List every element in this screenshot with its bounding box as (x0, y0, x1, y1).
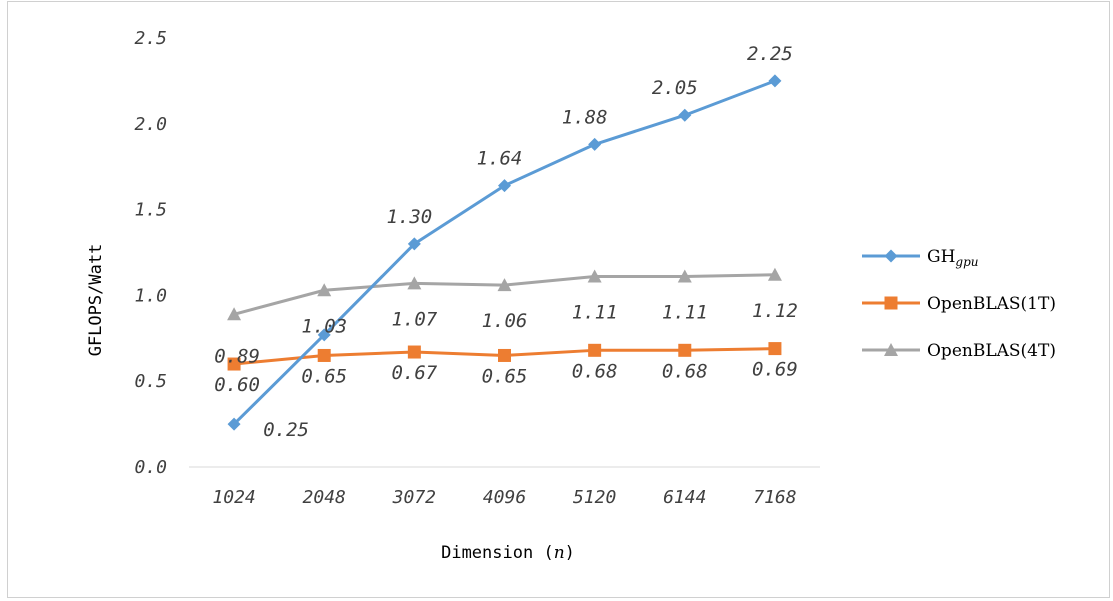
x-tick-label: 3072 (392, 487, 436, 508)
data-label: 1.11 (662, 302, 708, 324)
data-label: 2.05 (652, 77, 698, 99)
series-marker (498, 348, 511, 362)
series-marker (587, 269, 602, 283)
series-marker (317, 328, 331, 342)
series-marker (767, 267, 782, 281)
series-marker (227, 417, 241, 431)
series-marker (498, 179, 511, 193)
x-axis-title-text: Dimension (441, 543, 533, 563)
x-tick-label: 6144 (663, 487, 706, 508)
series-marker (407, 345, 421, 359)
x-tick-label: 7168 (753, 487, 796, 508)
series-marker (678, 108, 692, 122)
data-label: 1.64 (477, 148, 523, 170)
data-label: 0.68 (662, 360, 708, 382)
series-marker (588, 343, 602, 357)
chart-frame (7, 1, 1110, 598)
y-tick-label: 1.0 (134, 285, 167, 306)
series-marker (768, 342, 782, 356)
series-marker (317, 283, 332, 297)
data-label: 0.68 (572, 360, 618, 382)
y-tick-label: 2.0 (134, 114, 167, 135)
series-marker (588, 137, 602, 151)
y-tick-label: 0.0 (134, 457, 167, 478)
data-label: 0.65 (301, 365, 347, 387)
legend-label: GHgpu (927, 247, 979, 269)
data-label: 1.88 (562, 106, 608, 128)
legend-label: OpenBLAS(1T) (927, 294, 1056, 314)
data-label: 0.25 (263, 419, 309, 441)
series-marker (677, 269, 692, 283)
y-axis-title: GFLOPS/Watt (86, 244, 106, 357)
series-markers (227, 74, 782, 431)
series-marker (227, 307, 242, 321)
series-marker (678, 343, 692, 357)
series-marker (407, 237, 421, 251)
data-label: 1.03 (301, 315, 347, 337)
x-tick-label: 5120 (573, 487, 616, 508)
x-tick-label: 2048 (303, 487, 346, 508)
data-label: 2.25 (747, 43, 793, 65)
data-labels: 0.25 1.30 1.64 1.88 2.05 2.25 0.60 0.65 0.67 0.65… (214, 43, 798, 441)
series-marker (497, 278, 512, 292)
data-label: 1.12 (752, 300, 798, 322)
data-label: 0.69 (752, 359, 798, 381)
y-tick-label: 2.5 (134, 28, 167, 49)
data-label: 0.67 (391, 362, 437, 384)
x-tick-label: 1024 (212, 487, 255, 508)
legend-swatch-marker (884, 343, 898, 356)
data-label: 1.30 (386, 206, 432, 228)
series-marker (227, 357, 241, 371)
series-marker (768, 74, 782, 88)
x-tick-labels: 1024 2048 3072 4096 5120 6144 7168 (212, 487, 796, 508)
legend-label: OpenBLAS(4T) (927, 341, 1056, 361)
legend-swatch-marker (884, 249, 898, 263)
data-label: 1.11 (572, 302, 618, 324)
x-tick-label: 4096 (483, 487, 526, 508)
y-tick-label: 0.5 (134, 371, 167, 392)
x-axis-title: Dimension (n) (441, 543, 575, 563)
data-label: 1.07 (391, 308, 437, 330)
y-tick-label: 1.5 (134, 200, 167, 221)
legend-swatch-marker (884, 296, 898, 310)
series-marker (407, 276, 422, 290)
series-marker (317, 348, 331, 362)
legend: GHgpu OpenBLAS(1T) OpenBLAS(4T) (862, 247, 1056, 361)
x-axis-title-variable: n (554, 543, 565, 563)
y-tick-labels: 0.0 0.5 1.0 1.5 2.0 2.5 (134, 28, 167, 478)
data-label: 0.60 (214, 374, 260, 396)
data-label: 0.65 (482, 365, 528, 387)
data-label: 1.06 (482, 310, 528, 332)
data-label: 0.89 (214, 345, 260, 367)
